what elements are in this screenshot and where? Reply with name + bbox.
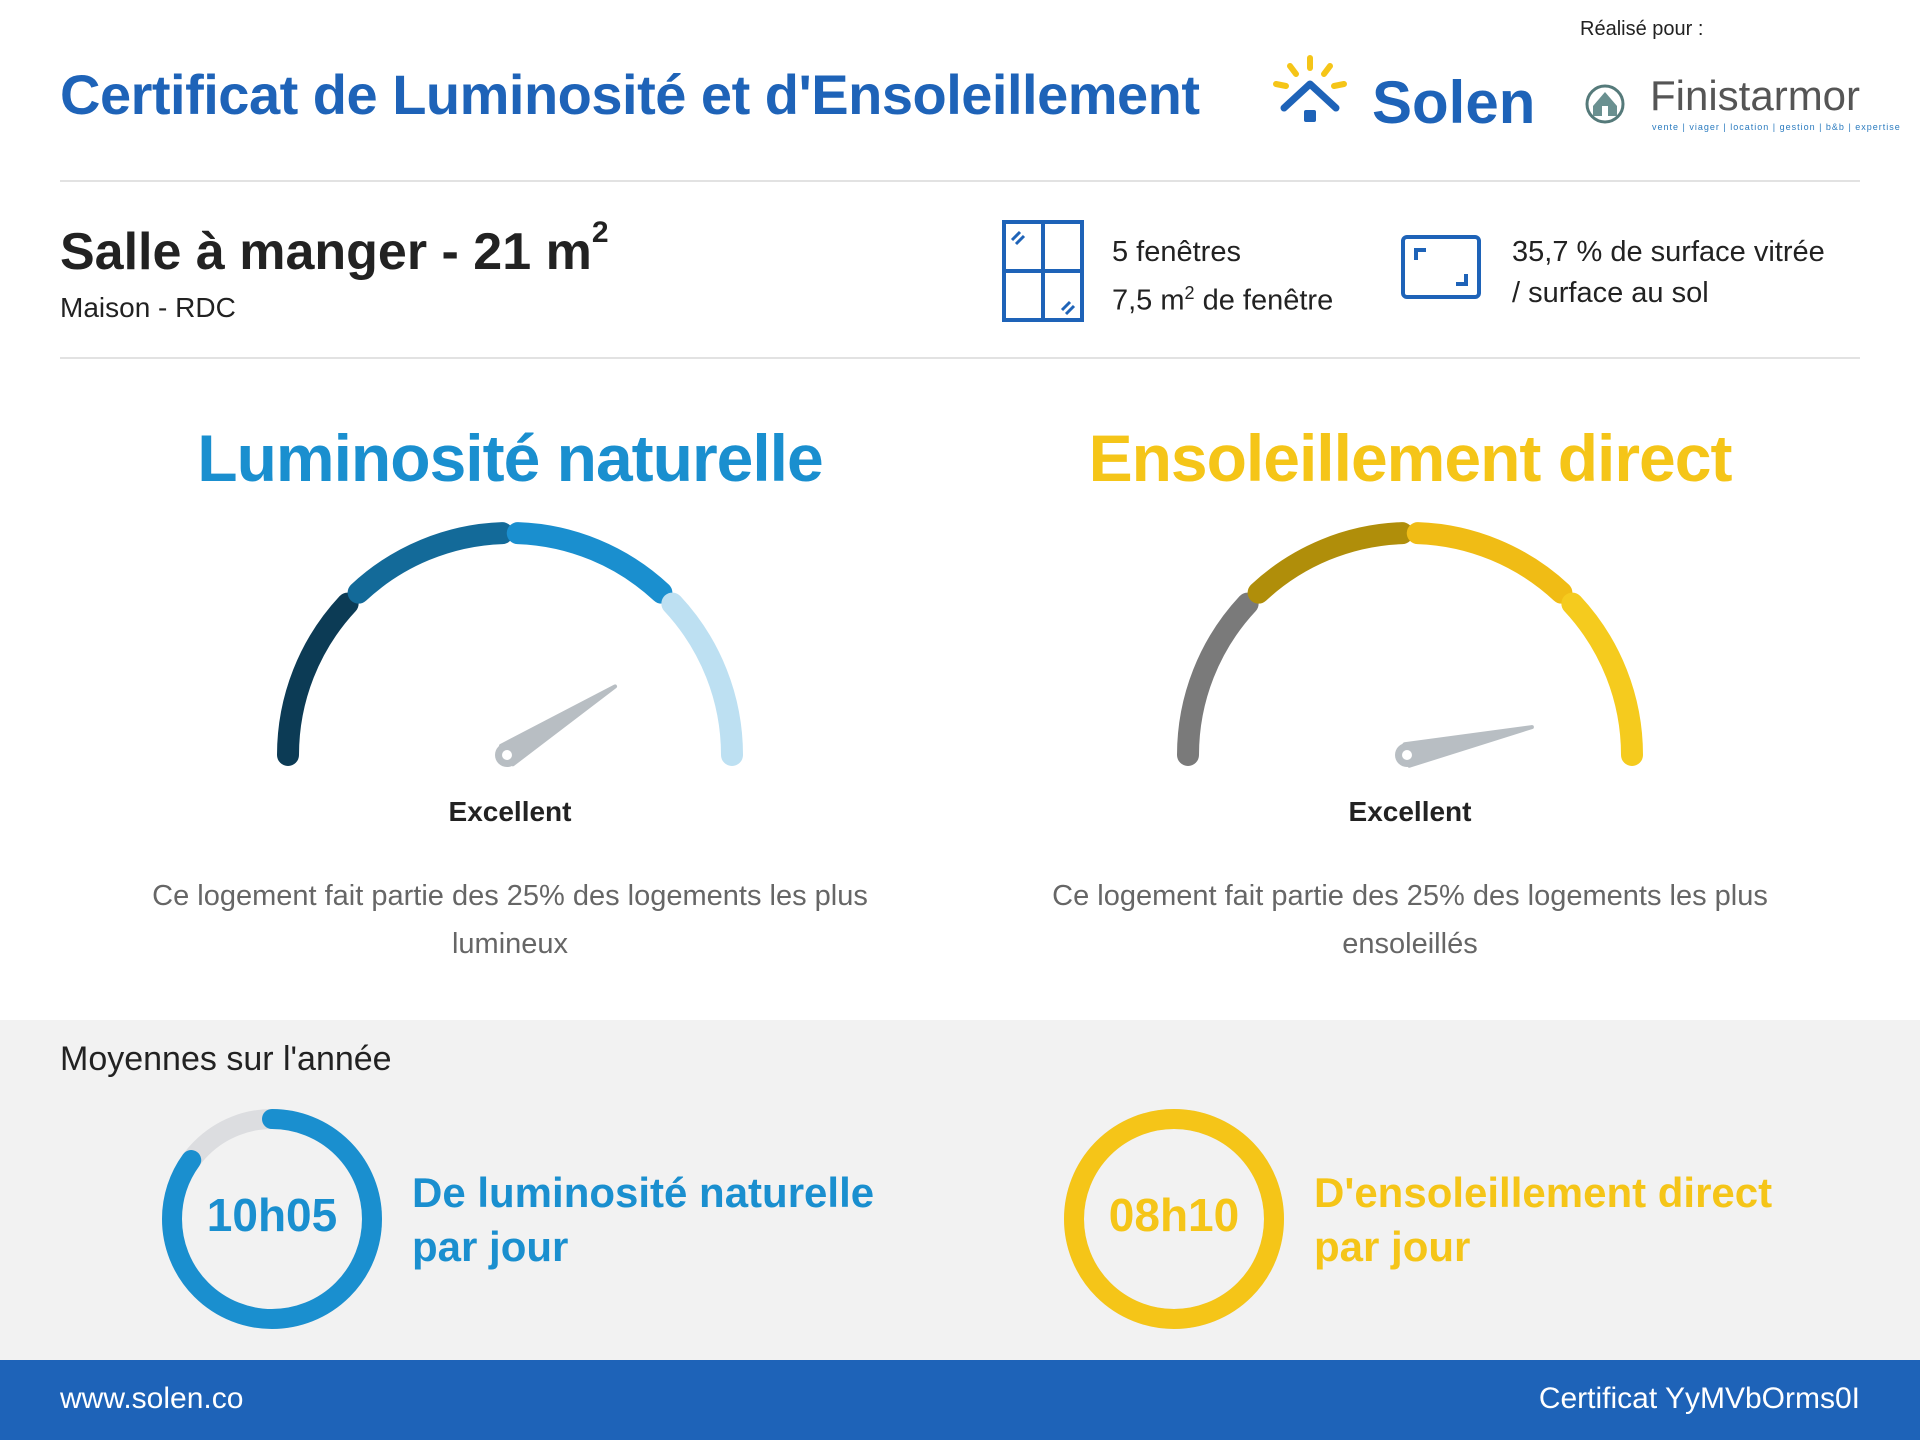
luminosite-average-label-1: De luminosité naturelle [412,1169,875,1216]
ensoleillement-gauge-segment-3 [1406,522,1573,604]
windows-info: 5 fenêtres 7,5 m2 de fenêtre [1112,232,1333,322]
ensoleillement-description: Ce logement fait partie des 25% des loge… [1052,880,1768,960]
luminosite-description: Ce logement fait partie des 25% des loge… [152,880,868,960]
ensoleillement-ring [1064,1109,1284,1329]
room-subtitle: Maison - RDC [60,292,236,323]
luminosite-average-label: De luminosité naturelle par jour [412,1166,874,1274]
divider [60,180,1860,182]
divider [60,357,1860,359]
room-title-text: Salle à manger - 21 m [60,223,592,281]
ensoleillement-gauge-needle [1402,725,1534,768]
surface-line1: 35,7 % de surface vitrée [1512,236,1825,268]
solen-logo-icon [1273,55,1347,122]
ensoleillement-gauge-segment-4 [1561,592,1643,766]
finistarmor-logo-icon [1585,84,1625,124]
luminosite-gauge [277,522,743,767]
ensoleillement-average-label-1: D'ensoleillement direct [1314,1169,1773,1216]
luminosite-gauge-segment-3 [506,522,673,604]
certificate-id: Certificat YyMVbOrms0I [1538,1382,1860,1415]
surface-icon [1401,235,1481,299]
ensoleillement-average-label-2: par jour [1314,1223,1471,1270]
luminosite-average-value: 10h05 [206,1189,338,1241]
luminosite-ring-fill [162,1109,382,1329]
brand-name: Solen [1372,69,1536,136]
ensoleillement-ring-fill [1064,1109,1284,1329]
ensoleillement-rating: Excellent [1348,796,1472,827]
room-title: Salle à manger - 21 m2 [60,216,609,282]
windows-area-post: de fenêtre [1194,284,1334,317]
luminosite-gauge-segment-1 [277,592,359,766]
windows-area: 7,5 m2 de fenêtre [1112,273,1333,322]
ensoleillement-gauge [1177,522,1643,768]
luminosite-gauge-segment-2 [347,522,514,604]
realise-label: Réalisé pour : [1580,18,1704,40]
footer-bar [0,1360,1920,1440]
website-link[interactable]: www.solen.co [60,1382,244,1415]
ensoleillement-gauge-hub-dot [1402,750,1412,760]
averages-title: Moyennes sur l'année [60,1040,392,1078]
ensoleillement-average-label: D'ensoleillement direct par jour [1314,1166,1772,1274]
ensoleillement-gauge-segment-2 [1247,522,1414,604]
luminosite-title: Luminosité naturelle [197,421,823,495]
surface-info: 35,7 % de surface vitrée / surface au so… [1512,232,1825,314]
ensoleillement-title: Ensoleillement direct [1088,421,1733,495]
ensoleillement-gauge-segment-1 [1177,592,1259,766]
surface-line2: / surface au sol [1512,277,1709,309]
window-icon [1002,220,1084,322]
luminosite-rating: Excellent [448,796,572,827]
ensoleillement-average-value: 08h10 [1108,1189,1240,1241]
luminosite-gauge-segment-4 [661,592,743,766]
partner-tagline: vente | viager | location | gestion | b&… [1652,122,1901,132]
luminosite-ring [162,1109,382,1329]
partner-name: Finistarmor [1650,72,1861,119]
windows-area-sup: 2 [1184,283,1195,303]
page-title: Certificat de Luminosité et d'Ensoleille… [60,63,1200,126]
luminosite-average-label-2: par jour [412,1223,569,1270]
room-title-sup: 2 [591,216,609,249]
luminosite-gauge-hub-dot [502,750,512,760]
windows-count: 5 fenêtres [1112,236,1241,268]
windows-area-pre: 7,5 m [1112,284,1185,317]
